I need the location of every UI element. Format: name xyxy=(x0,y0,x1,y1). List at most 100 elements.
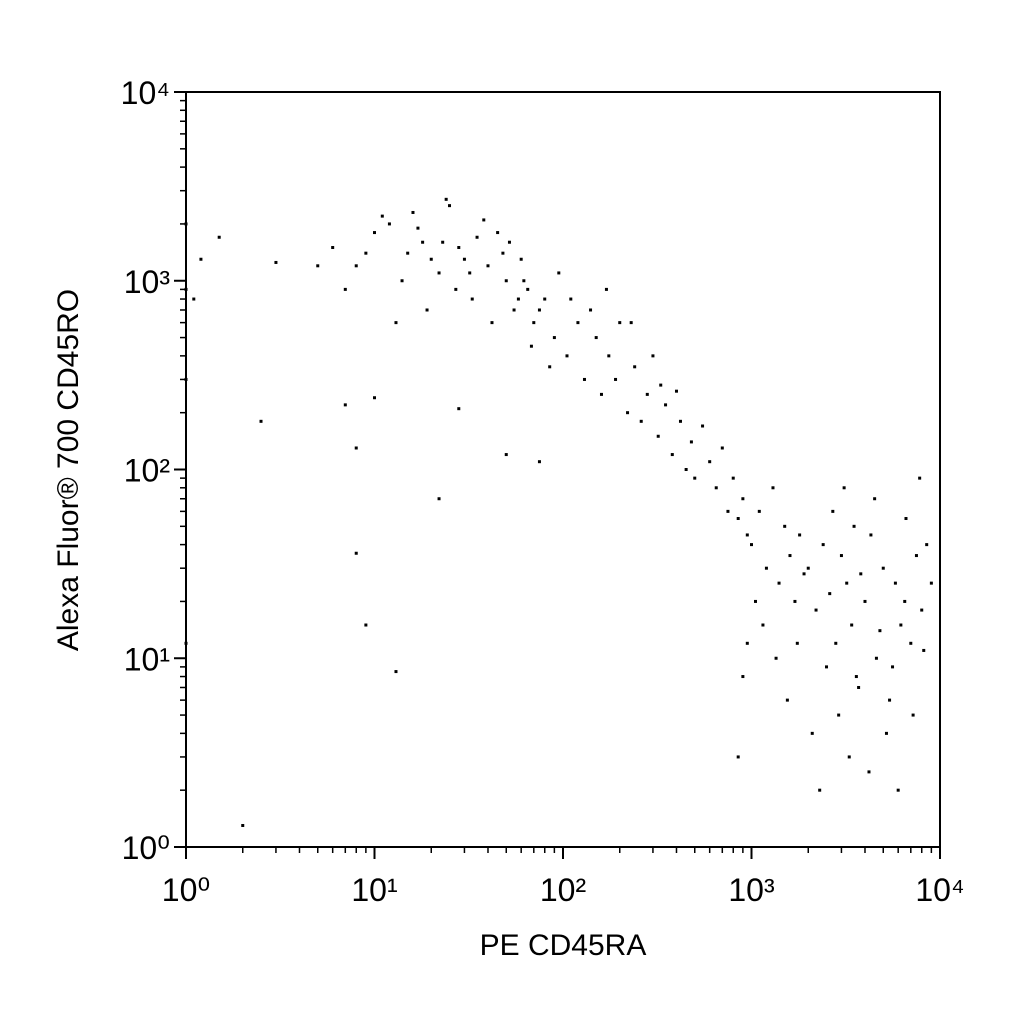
point xyxy=(217,235,221,239)
point xyxy=(842,486,846,490)
point xyxy=(425,308,429,312)
point xyxy=(565,354,569,358)
point xyxy=(753,599,757,603)
point xyxy=(184,641,188,645)
point xyxy=(633,365,637,369)
point xyxy=(639,419,643,423)
point xyxy=(788,554,792,558)
point xyxy=(552,336,556,340)
point xyxy=(878,629,882,633)
point xyxy=(354,551,358,555)
point xyxy=(899,623,903,627)
point xyxy=(914,554,918,558)
point xyxy=(874,656,878,660)
point xyxy=(184,377,188,381)
point xyxy=(519,257,523,261)
point xyxy=(364,251,368,255)
point xyxy=(911,713,915,717)
point xyxy=(470,297,474,301)
point xyxy=(745,641,749,645)
point xyxy=(599,392,603,396)
point xyxy=(720,446,724,450)
point xyxy=(496,231,500,235)
point xyxy=(441,240,445,244)
point xyxy=(486,264,490,268)
point xyxy=(896,788,900,792)
point xyxy=(867,770,871,774)
point xyxy=(757,509,761,513)
point xyxy=(741,497,745,501)
point xyxy=(825,665,829,669)
point xyxy=(674,389,678,393)
point xyxy=(543,297,547,301)
point xyxy=(918,476,922,480)
point xyxy=(184,222,188,226)
point xyxy=(884,731,888,735)
point xyxy=(199,257,203,261)
point xyxy=(771,486,775,490)
point xyxy=(373,231,376,235)
point xyxy=(925,543,929,547)
point xyxy=(364,623,368,627)
point xyxy=(548,365,552,369)
point xyxy=(802,572,806,576)
point xyxy=(387,222,391,226)
point xyxy=(726,509,730,513)
point xyxy=(618,321,622,325)
point xyxy=(316,264,320,268)
point xyxy=(274,260,278,264)
point xyxy=(354,446,358,450)
point xyxy=(437,271,441,275)
point xyxy=(837,713,841,717)
point xyxy=(504,453,508,457)
point xyxy=(785,698,789,702)
point xyxy=(454,287,458,291)
x-axis-label: PE CD45RA xyxy=(480,929,647,962)
point xyxy=(475,235,479,239)
point xyxy=(457,407,461,411)
y-tick-label: 10² xyxy=(124,453,171,489)
point xyxy=(626,411,630,415)
point xyxy=(834,641,838,645)
point xyxy=(893,581,897,585)
point xyxy=(761,623,765,627)
point xyxy=(701,424,705,428)
point xyxy=(516,297,520,301)
point xyxy=(331,246,335,250)
point xyxy=(537,460,541,464)
point xyxy=(582,377,586,381)
point xyxy=(532,321,536,325)
point xyxy=(529,344,533,348)
point xyxy=(411,210,415,214)
point xyxy=(659,383,663,387)
point xyxy=(614,377,618,381)
point xyxy=(909,641,913,645)
point xyxy=(904,517,908,521)
point xyxy=(764,566,768,570)
point xyxy=(684,468,688,471)
point xyxy=(777,581,781,585)
point xyxy=(831,509,835,513)
point xyxy=(656,434,660,438)
point xyxy=(343,287,347,291)
point xyxy=(522,279,526,283)
point xyxy=(354,264,358,268)
point xyxy=(783,524,787,528)
point xyxy=(482,218,486,222)
point xyxy=(873,497,877,501)
point xyxy=(852,524,856,528)
point xyxy=(821,543,825,547)
point xyxy=(793,599,797,603)
point xyxy=(854,675,858,679)
point xyxy=(693,476,697,480)
point xyxy=(259,419,263,423)
point xyxy=(429,257,433,261)
point xyxy=(448,204,452,208)
point xyxy=(512,308,516,312)
point xyxy=(818,788,822,792)
point xyxy=(741,675,745,679)
point xyxy=(416,226,420,230)
point xyxy=(736,755,740,759)
point xyxy=(437,497,441,501)
